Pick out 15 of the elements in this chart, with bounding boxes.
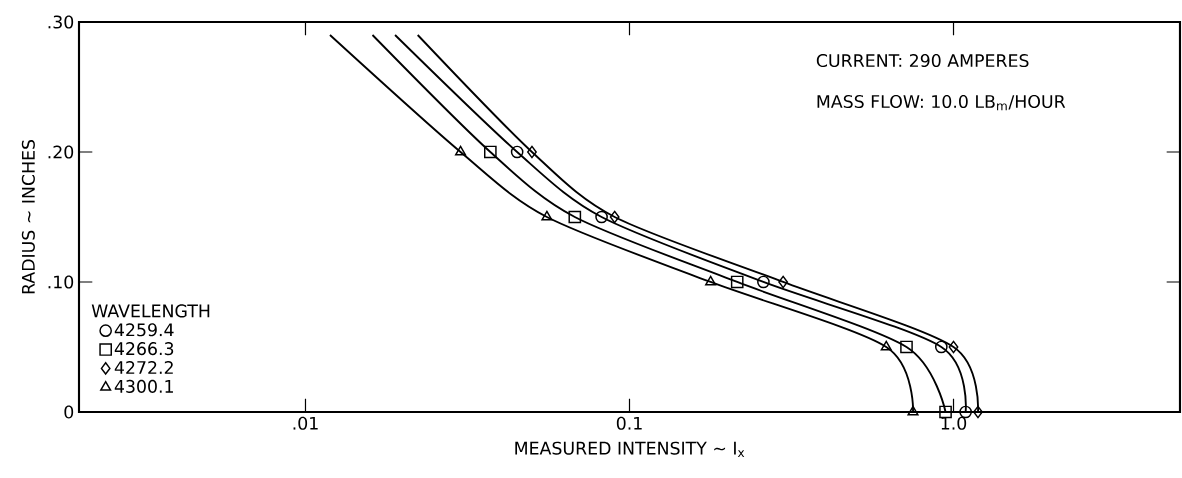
x-tick-label: 0.1: [616, 416, 642, 430]
y-tick-label: .30: [48, 15, 74, 29]
legend-label: 4266.3: [114, 342, 174, 356]
y-tick-label: 0: [64, 405, 74, 419]
y-axis-title: RADIUS ~ INCHES: [21, 139, 35, 294]
x-tick-label: .01: [293, 416, 318, 430]
y-tick-label: .10: [48, 275, 74, 289]
legend-label: 4272.2: [114, 360, 173, 374]
legend-title: WAVELENGTH: [91, 304, 210, 318]
legend-label: 4259.4: [114, 323, 174, 337]
y-tick-label: .20: [48, 145, 74, 159]
annotation: MASS FLOW: 10.0 LB$_{m}$/HOUR: [817, 94, 1066, 111]
annotation: CURRENT: 290 AMPERES: [816, 54, 1029, 68]
legend-label: 4300.1: [114, 379, 173, 393]
x-axis-title: MEASURED INTENSITY ~ I$_{x}$: [515, 441, 745, 457]
